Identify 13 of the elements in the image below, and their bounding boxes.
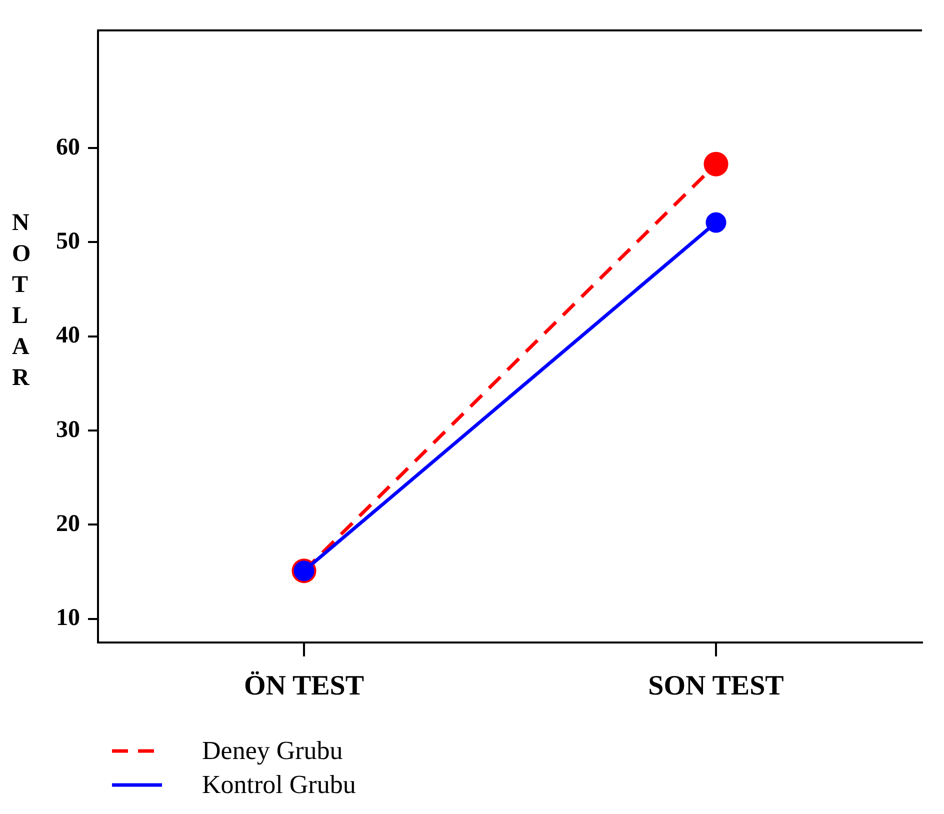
y-tick-label: 50	[56, 228, 80, 254]
legend-label: Deney Grubu	[202, 736, 343, 766]
legend-label: Kontrol Grubu	[202, 770, 356, 800]
x-tick-label: ÖN TEST	[244, 670, 364, 702]
y-axis-title: NOTLAR	[12, 209, 31, 393]
y-tick-label: 10	[56, 605, 80, 632]
y-tick-label: 60	[56, 134, 80, 160]
y-tick-label: 30	[56, 416, 80, 443]
y-tick-label: 40	[56, 322, 80, 349]
point	[706, 212, 726, 233]
point	[704, 152, 728, 176]
x-tick-label: SON TEST	[648, 670, 784, 702]
y-tick-label: 20	[56, 510, 80, 537]
